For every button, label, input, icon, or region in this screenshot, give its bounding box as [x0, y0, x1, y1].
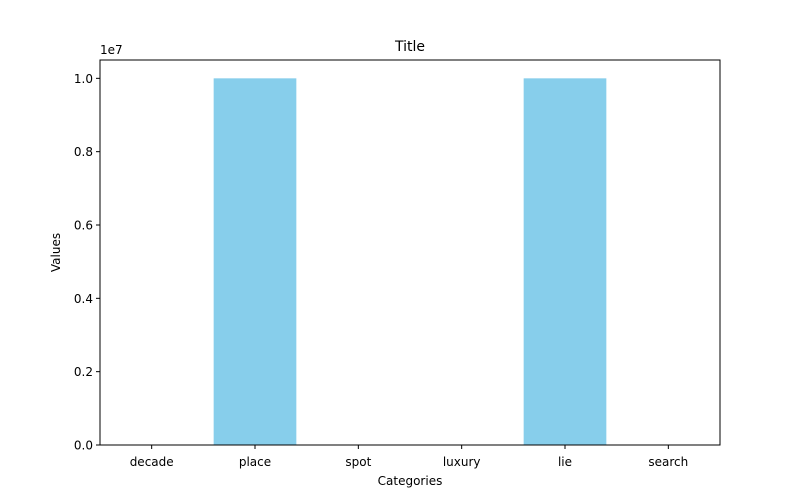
- y-tick-label: 1.0: [74, 72, 93, 86]
- y-tick-label: 0.4: [74, 292, 93, 306]
- bars-layer: [213, 78, 607, 445]
- x-tick-label: lie: [558, 455, 572, 469]
- bar-lie: [523, 78, 607, 445]
- x-tick-label: place: [239, 455, 271, 469]
- chart-title: Title: [394, 39, 425, 55]
- y-tick-label: 0.2: [74, 365, 93, 379]
- y-tick-label: 0.0: [74, 439, 93, 453]
- x-axis: decade place spot luxury lie search: [130, 445, 688, 469]
- y-axis-offset-label: 1e7: [100, 43, 123, 57]
- x-tick-label: luxury: [443, 455, 481, 469]
- y-axis-label: Values: [49, 233, 63, 272]
- plot-area-frame: [99, 59, 721, 446]
- x-tick-label: spot: [345, 455, 371, 469]
- x-axis-label: Categories: [378, 474, 443, 488]
- y-tick-label: 0.8: [74, 145, 93, 159]
- x-tick-label: decade: [130, 455, 174, 469]
- bar-place: [213, 78, 297, 445]
- y-tick-label: 0.6: [74, 219, 93, 233]
- x-tick-label: search: [648, 455, 688, 469]
- y-axis: 0.0 0.2 0.4 0.6 0.8 1.0: [74, 72, 100, 453]
